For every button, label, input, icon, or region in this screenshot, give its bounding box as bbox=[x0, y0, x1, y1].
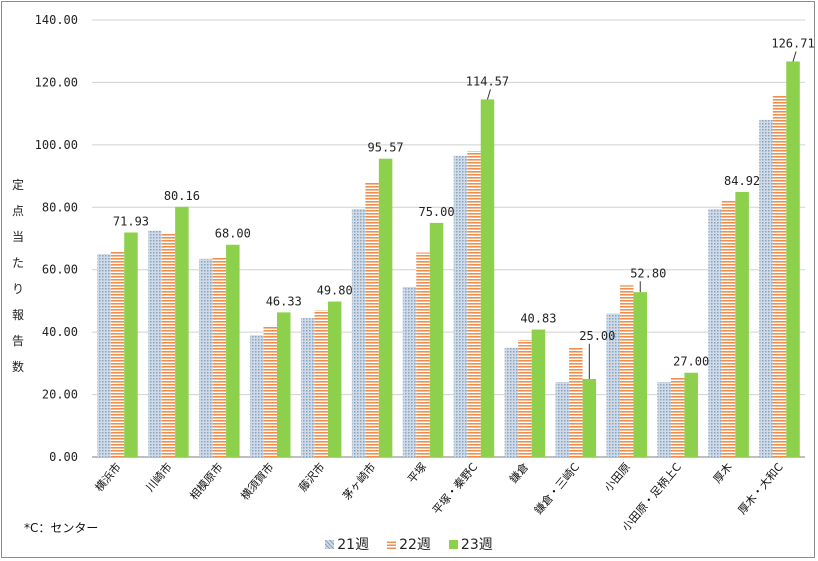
y-axis-title-char: 数 bbox=[12, 359, 24, 374]
bar-2 bbox=[212, 257, 227, 457]
bar-2 bbox=[620, 285, 634, 457]
bar-3 bbox=[633, 292, 647, 457]
category-label: 厚木 bbox=[711, 461, 735, 486]
bar-2 bbox=[518, 339, 532, 457]
bar-1 bbox=[759, 119, 773, 457]
category-label: 横浜市 bbox=[92, 460, 124, 494]
data-label: 126.71 bbox=[771, 36, 814, 50]
data-label: 80.16 bbox=[164, 189, 200, 203]
data-label: 84.92 bbox=[724, 174, 760, 188]
bar-2 bbox=[467, 151, 481, 457]
data-label: 52.80 bbox=[630, 266, 666, 280]
category-label: 平塚・秦野C bbox=[429, 460, 480, 517]
legend-label: 21週 bbox=[337, 537, 370, 553]
bar-3 bbox=[226, 244, 240, 457]
data-label: 68.00 bbox=[215, 227, 251, 241]
bar-3 bbox=[277, 312, 291, 457]
bar-2 bbox=[772, 94, 787, 458]
y-tick-label: 140.00 bbox=[35, 13, 78, 27]
category-label: 相模原市 bbox=[187, 460, 226, 503]
bar-3 bbox=[124, 232, 138, 457]
y-tick-label: 80.00 bbox=[42, 200, 78, 214]
bar-1 bbox=[657, 382, 671, 457]
category-label: 小田原 bbox=[602, 461, 633, 495]
y-tick-label: 20.00 bbox=[42, 388, 78, 402]
data-label: 46.33 bbox=[266, 294, 302, 308]
category-label: 鎌倉・三崎C bbox=[531, 460, 582, 517]
bar-1 bbox=[97, 254, 111, 457]
footnote: *C：センター bbox=[24, 521, 99, 535]
category-label: 藤沢市 bbox=[296, 460, 328, 494]
legend-label: 22週 bbox=[399, 537, 431, 553]
category-label: 鎌倉 bbox=[506, 460, 531, 486]
y-axis-title-char: 当 bbox=[12, 230, 24, 244]
category-label: 厚木・大和C bbox=[735, 460, 786, 517]
legend-item: 21週 bbox=[325, 534, 369, 554]
legend-item: 22週 bbox=[387, 534, 431, 554]
bar-3 bbox=[378, 158, 393, 458]
y-tick-label: 120.00 bbox=[35, 75, 78, 89]
data-label: 114.57 bbox=[466, 74, 509, 88]
data-label: 25.00 bbox=[579, 329, 615, 343]
y-tick-label: 40.00 bbox=[42, 325, 78, 339]
bar-3 bbox=[684, 372, 698, 457]
category-label: 横須賀市 bbox=[238, 460, 277, 503]
bar-2 bbox=[365, 182, 379, 458]
data-label: 95.57 bbox=[368, 141, 404, 155]
legend-item: 23週 bbox=[448, 534, 493, 554]
legend-swatch bbox=[325, 539, 335, 549]
bar-2 bbox=[314, 310, 328, 457]
y-axis-title-char: 告 bbox=[12, 334, 24, 348]
data-label: 27.00 bbox=[673, 355, 709, 369]
leader-line bbox=[486, 89, 491, 100]
legend-swatch bbox=[448, 539, 458, 549]
data-label: 75.00 bbox=[418, 205, 454, 219]
data-label: 71.93 bbox=[113, 214, 149, 228]
bar-2 bbox=[416, 252, 430, 457]
bar-1 bbox=[250, 335, 264, 457]
bar-1 bbox=[453, 155, 468, 457]
y-axis-title-char: た bbox=[12, 256, 24, 270]
category-label: 川崎市 bbox=[143, 460, 175, 494]
bar-3 bbox=[480, 99, 495, 457]
bar-1 bbox=[402, 286, 417, 457]
bar-1 bbox=[606, 313, 620, 457]
bar-2 bbox=[670, 377, 685, 457]
bar-3 bbox=[735, 191, 749, 457]
bar-1 bbox=[351, 208, 366, 457]
bar-2 bbox=[110, 250, 125, 457]
bar-2 bbox=[263, 325, 277, 457]
category-label: 茅ヶ崎市 bbox=[339, 460, 378, 503]
y-axis-title-char: 定 bbox=[12, 177, 24, 192]
leader-line bbox=[792, 51, 797, 62]
bar-2 bbox=[569, 347, 583, 457]
bar-3 bbox=[531, 329, 546, 457]
legend-label: 23週 bbox=[460, 537, 493, 553]
y-axis-title-char: 点 bbox=[12, 204, 24, 218]
bar-3 bbox=[327, 301, 342, 457]
bar-3 bbox=[582, 378, 597, 457]
bar-1 bbox=[148, 230, 162, 457]
chart-legend: 21週 22週 23週 bbox=[0, 534, 818, 554]
legend-swatch bbox=[387, 539, 397, 549]
bar-2 bbox=[161, 233, 176, 457]
bar-3 bbox=[429, 222, 444, 457]
data-label: 40.83 bbox=[520, 312, 556, 326]
bar-1 bbox=[708, 208, 722, 457]
bar-1 bbox=[504, 347, 519, 457]
data-label: 49.80 bbox=[317, 284, 353, 298]
y-tick-label: 0.00 bbox=[49, 450, 78, 464]
bar-1 bbox=[555, 382, 570, 457]
bar-3 bbox=[786, 61, 800, 457]
y-axis-title-char: り bbox=[12, 282, 24, 296]
bar-1 bbox=[300, 318, 315, 457]
bar-3 bbox=[175, 206, 189, 457]
bar-1 bbox=[199, 258, 213, 457]
category-label: 平塚 bbox=[405, 461, 429, 486]
y-tick-label: 60.00 bbox=[42, 263, 78, 277]
bar-2 bbox=[721, 201, 736, 457]
y-tick-label: 100.00 bbox=[35, 138, 78, 152]
y-axis-title-char: 報 bbox=[12, 308, 24, 322]
